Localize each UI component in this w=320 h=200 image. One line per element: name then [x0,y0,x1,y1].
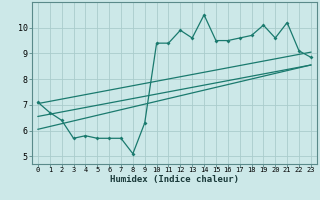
X-axis label: Humidex (Indice chaleur): Humidex (Indice chaleur) [110,175,239,184]
